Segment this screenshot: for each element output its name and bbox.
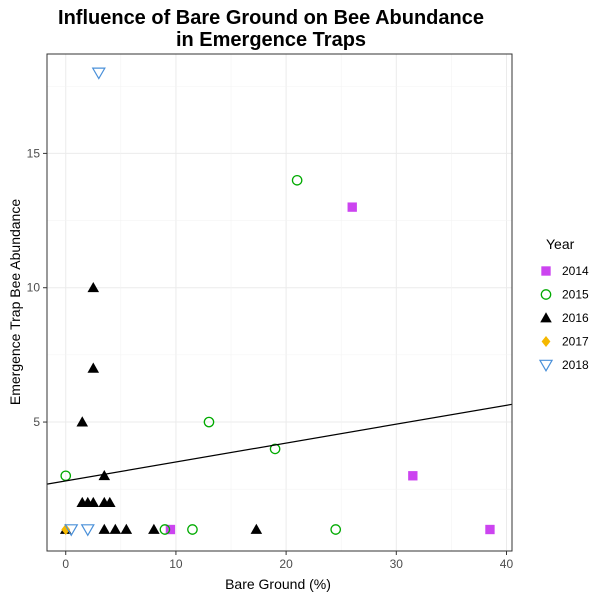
data-point-2018 xyxy=(91,67,106,80)
y-axis-title: Emergence Trap Bee Abundance xyxy=(7,199,23,405)
data-point-2014 xyxy=(408,471,418,481)
y-tick-label: 5 xyxy=(33,415,40,429)
data-point-2016 xyxy=(98,470,111,481)
data-point-2016 xyxy=(98,523,111,534)
data-point-2014 xyxy=(347,202,357,212)
data-point-2014 xyxy=(485,524,495,535)
legend-label-2014: 2014 xyxy=(562,264,589,278)
axes: 0 10 20 30 40 5 10 15 xyxy=(27,146,514,571)
legend-label-2016: 2016 xyxy=(562,311,589,325)
data-point-2018 xyxy=(80,524,95,537)
legend-key-2018 xyxy=(538,359,554,372)
data-point-2016 xyxy=(104,496,116,508)
y-tick-label: 15 xyxy=(27,146,41,160)
data-point-2016 xyxy=(87,496,100,508)
legend-key-2017 xyxy=(541,336,551,347)
legend-key-2014 xyxy=(541,266,551,276)
legend-label-2015: 2015 xyxy=(562,288,589,302)
legend-title: Year xyxy=(546,236,575,252)
data-point-2016 xyxy=(109,523,122,534)
series-2014 xyxy=(165,202,495,535)
chart-title-line-1: Influence of Bare Ground on Bee Abundanc… xyxy=(58,7,484,29)
legend-key-2015 xyxy=(540,289,552,300)
x-tick-label: 40 xyxy=(500,557,514,571)
x-tick-label: 10 xyxy=(169,557,183,571)
data-point-2018 xyxy=(64,524,79,537)
series-2017 xyxy=(61,524,71,536)
data-point-2014 xyxy=(165,524,176,535)
data-point-2015 xyxy=(203,416,215,428)
y-tick-label: 10 xyxy=(27,281,41,295)
data-point-2015 xyxy=(330,524,342,535)
legend-label-2018: 2018 xyxy=(562,358,589,372)
data-point-2016 xyxy=(87,362,100,373)
data-point-2015 xyxy=(187,524,198,535)
plot-panel-border xyxy=(46,53,513,552)
data-point-2015 xyxy=(159,524,171,535)
data-point-2016 xyxy=(87,281,100,293)
data-point-2016 xyxy=(120,523,133,534)
x-tick-label: 0 xyxy=(62,557,69,571)
series-2018 xyxy=(64,67,106,537)
legend-key-2016 xyxy=(540,312,552,323)
series-2016 xyxy=(59,281,263,534)
x-tick-label: 30 xyxy=(390,557,404,571)
x-axis-title: Bare Ground (%) xyxy=(225,576,331,592)
data-point-2017 xyxy=(61,524,71,536)
plot-marks xyxy=(46,67,513,537)
data-point-2016 xyxy=(148,523,160,534)
data-point-2015 xyxy=(291,174,303,186)
series-2015 xyxy=(60,174,342,535)
trend-line xyxy=(46,403,513,485)
legend-label-2017: 2017 xyxy=(562,335,589,349)
grid-lines xyxy=(47,54,512,551)
data-point-2015 xyxy=(269,443,281,455)
legend: Year 2014 2015 2016 2017 2018 xyxy=(538,236,589,372)
data-point-2016 xyxy=(250,523,263,534)
x-tick-label: 20 xyxy=(279,557,293,571)
data-point-2016 xyxy=(76,416,89,427)
chart-title-line-2: in Emergence Traps xyxy=(176,29,366,51)
